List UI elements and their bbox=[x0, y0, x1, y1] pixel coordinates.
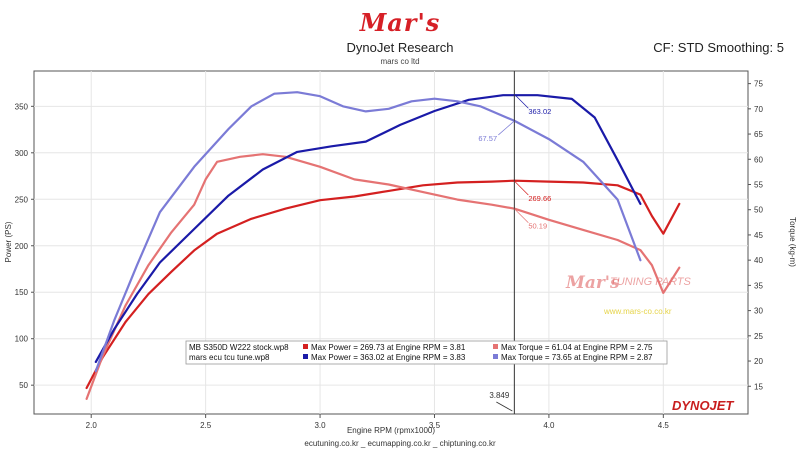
series-line-tune_torque bbox=[94, 91, 642, 373]
y-right-tick-label: 35 bbox=[754, 281, 763, 290]
series-line-tune_power bbox=[94, 94, 642, 363]
x-tick-label: 3.0 bbox=[314, 421, 326, 430]
annotation-label-stock_torque: 50.19 bbox=[528, 222, 547, 231]
series-lines bbox=[85, 91, 681, 400]
legend-swatch-power bbox=[303, 344, 308, 349]
annotation-pointer bbox=[514, 208, 529, 223]
legend: MB S350D W222 stock.wp8 Max Power = 269.7… bbox=[185, 340, 668, 365]
y-left-tick-label: 150 bbox=[15, 288, 29, 297]
legend-swatch-torque bbox=[493, 354, 498, 359]
y-left-tick-label: 100 bbox=[15, 335, 29, 344]
annotation-pointer bbox=[514, 180, 529, 196]
y-left-tick-label: 200 bbox=[15, 242, 29, 251]
y-right-tick-label: 30 bbox=[754, 307, 763, 316]
x-tick-label: 2.0 bbox=[86, 421, 98, 430]
y-right-tick-label: 20 bbox=[754, 357, 763, 366]
annotation-label-stock_power: 269.66 bbox=[528, 194, 551, 203]
legend-file: mars ecu tcu tune.wp8 bbox=[189, 353, 270, 362]
y-right-tick-label: 50 bbox=[754, 206, 763, 215]
y-right-tick-label: 55 bbox=[754, 180, 763, 189]
x-tick-label: 2.5 bbox=[200, 421, 212, 430]
y-right-tick-label: 40 bbox=[754, 256, 763, 265]
y-axis-left-label: Power (PS) bbox=[4, 221, 13, 262]
y-left-tick-label: 250 bbox=[15, 195, 29, 204]
y-right-tick-label: 60 bbox=[754, 155, 763, 164]
x-tick-label: 3.5 bbox=[429, 421, 441, 430]
watermark-url: www.mars-co.co.kr bbox=[603, 307, 672, 316]
legend-power-text: Max Power = 269.73 at Engine RPM = 3.81 bbox=[311, 343, 466, 352]
legend-torque-text: Max Torque = 61.04 at Engine RPM = 2.75 bbox=[501, 343, 653, 352]
watermark-text: TUNING PARTS bbox=[610, 276, 692, 288]
y-right-tick-label: 45 bbox=[754, 231, 763, 240]
annotation-label-tune_power: 363.02 bbox=[528, 107, 551, 116]
y-right-tick-label: 25 bbox=[754, 332, 763, 341]
watermark: Mar's TUNING PARTS www.mars-co.co.kr bbox=[565, 273, 692, 316]
y-right-tick-label: 15 bbox=[754, 382, 763, 391]
axis-ticks: 2.0 2.5 3.0 3.5 4.0 4.5 50 100 150 200 250 300 350 15… bbox=[15, 80, 764, 430]
legend-swatch-torque bbox=[493, 344, 498, 349]
chart-title: DynoJet Research bbox=[346, 40, 454, 55]
y-right-tick-label: 70 bbox=[754, 105, 763, 114]
x-tick-label: 4.5 bbox=[658, 421, 670, 430]
watermark-logo: Mar's bbox=[565, 273, 620, 293]
legend-swatch-power bbox=[303, 354, 308, 359]
grid bbox=[34, 71, 748, 414]
cursor-pointer bbox=[496, 401, 513, 412]
footer-text: ecutuning.co.kr _ ecumapping.co.kr _ chi… bbox=[304, 439, 496, 448]
cursor-rpm-label: 3.849 bbox=[489, 391, 510, 400]
annotation-pointer bbox=[514, 93, 529, 109]
chart-subtitle: mars co ltd bbox=[380, 57, 420, 66]
y-right-tick-label: 75 bbox=[754, 80, 763, 89]
series-line-stock_torque bbox=[85, 153, 681, 400]
annotation-label-tune_torque: 67.57 bbox=[478, 134, 497, 143]
annotation-pointer bbox=[498, 120, 515, 136]
mars-logo: Mar's bbox=[359, 8, 441, 37]
cursor-annotations: 363.02 67.57 269.66 50.19 bbox=[478, 93, 551, 231]
correction-factor-label: CF: STD Smoothing: 5 bbox=[653, 40, 784, 55]
series-line-stock_power bbox=[85, 179, 681, 390]
y-left-tick-label: 300 bbox=[15, 149, 29, 158]
legend-file: MB S350D W222 stock.wp8 bbox=[189, 343, 289, 352]
legend-power-text: Max Power = 363.02 at Engine RPM = 3.83 bbox=[311, 353, 466, 362]
legend-torque-text: Max Torque = 73.65 at Engine RPM = 2.87 bbox=[501, 353, 653, 362]
x-axis-label: Engine RPM (rpmx1000) bbox=[347, 426, 435, 435]
y-axis-right-label: Torque (kg-m) bbox=[788, 217, 797, 267]
x-tick-label: 4.0 bbox=[543, 421, 555, 430]
y-left-tick-label: 50 bbox=[19, 381, 28, 390]
y-right-tick-label: 65 bbox=[754, 130, 763, 139]
y-left-tick-label: 350 bbox=[15, 102, 29, 111]
dynojet-brand: DYNOJET bbox=[672, 398, 734, 413]
